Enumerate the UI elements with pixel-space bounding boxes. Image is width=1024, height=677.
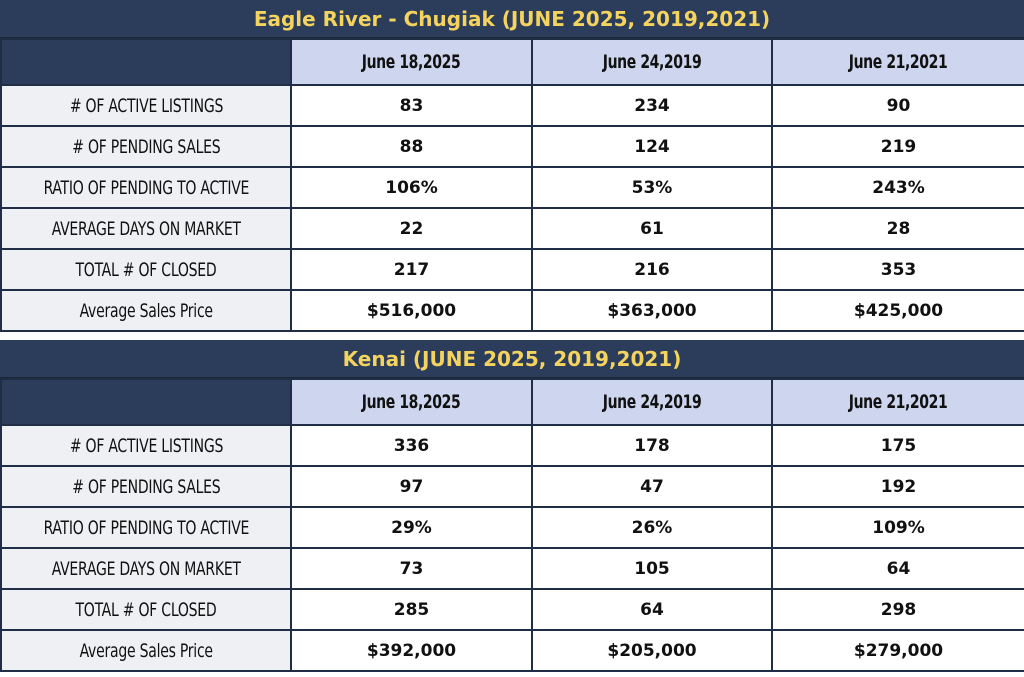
corner-cell [0, 378, 292, 426]
table-cell: 175 [771, 424, 1024, 467]
table-cell: 29% [290, 506, 533, 549]
row-label: AVERAGE DAYS ON MARKET [0, 547, 292, 590]
table-cell: 61 [531, 207, 773, 250]
table-row: TOTAL # OF CLOSED 285 64 298 [0, 588, 1024, 631]
table-cell: 73 [290, 547, 533, 590]
table-cell: 22 [290, 207, 533, 250]
table-row: AVERAGE DAYS ON MARKET 22 61 28 [0, 207, 1024, 250]
table-cell: 192 [771, 465, 1024, 508]
row-label: RATIO OF PENDING TO ACTIVE [0, 506, 292, 549]
table-row: # OF ACTIVE LISTINGS 336 178 175 [0, 424, 1024, 467]
row-label: # OF ACTIVE LISTINGS [0, 84, 292, 127]
table-cell: 53% [531, 166, 773, 209]
row-label: TOTAL # OF CLOSED [0, 588, 292, 631]
table-row: # OF ACTIVE LISTINGS 83 234 90 [0, 84, 1024, 127]
table-cell: 336 [290, 424, 533, 467]
stats-table: June 18,2025 June 24,2019 June 21,2021 #… [0, 38, 1024, 332]
column-header: June 21,2021 [771, 378, 1024, 426]
table-cell: $205,000 [531, 629, 773, 672]
table-row: # OF PENDING SALES 88 124 219 [0, 125, 1024, 168]
table-cell: 124 [531, 125, 773, 168]
row-label: Average Sales Price [0, 629, 292, 672]
kenai-table-block: Kenai (JUNE 2025, 2019,2021) June 18,202… [0, 340, 1024, 672]
table-cell: 178 [531, 424, 773, 467]
table-row: # OF PENDING SALES 97 47 192 [0, 465, 1024, 508]
table-cell: 106% [290, 166, 533, 209]
column-header: June 18,2025 [290, 38, 533, 86]
row-label: Average Sales Price [0, 289, 292, 332]
table-cell: 64 [771, 547, 1024, 590]
table-row: Average Sales Price $392,000 $205,000 $2… [0, 629, 1024, 672]
table-cell: 47 [531, 465, 773, 508]
table-cell: 353 [771, 248, 1024, 291]
table-cell: 243% [771, 166, 1024, 209]
table-row: AVERAGE DAYS ON MARKET 73 105 64 [0, 547, 1024, 590]
stats-table: June 18,2025 June 24,2019 June 21,2021 #… [0, 378, 1024, 672]
header-row: June 18,2025 June 24,2019 June 21,2021 [0, 378, 1024, 426]
eagle-river-table-block: Eagle River - Chugiak (JUNE 2025, 2019,2… [0, 0, 1024, 332]
table-cell: 28 [771, 207, 1024, 250]
table-cell: 88 [290, 125, 533, 168]
table-cell: 234 [531, 84, 773, 127]
row-label: RATIO OF PENDING TO ACTIVE [0, 166, 292, 209]
table-row: TOTAL # OF CLOSED 217 216 353 [0, 248, 1024, 291]
table-cell: 64 [531, 588, 773, 631]
row-label: # OF ACTIVE LISTINGS [0, 424, 292, 467]
table-title: Kenai (JUNE 2025, 2019,2021) [0, 340, 1024, 378]
table-cell: $516,000 [290, 289, 533, 332]
header-row: June 18,2025 June 24,2019 June 21,2021 [0, 38, 1024, 86]
table-row: RATIO OF PENDING TO ACTIVE 106% 53% 243% [0, 166, 1024, 209]
table-title: Eagle River - Chugiak (JUNE 2025, 2019,2… [0, 0, 1024, 38]
row-label: TOTAL # OF CLOSED [0, 248, 292, 291]
column-header: June 18,2025 [290, 378, 533, 426]
table-cell: 216 [531, 248, 773, 291]
row-label: AVERAGE DAYS ON MARKET [0, 207, 292, 250]
column-header: June 24,2019 [531, 38, 773, 86]
table-cell: $363,000 [531, 289, 773, 332]
table-cell: 97 [290, 465, 533, 508]
table-cell: 109% [771, 506, 1024, 549]
table-row: Average Sales Price $516,000 $363,000 $4… [0, 289, 1024, 332]
table-cell: $279,000 [771, 629, 1024, 672]
column-header: June 21,2021 [771, 38, 1024, 86]
row-label: # OF PENDING SALES [0, 465, 292, 508]
table-cell: 83 [290, 84, 533, 127]
table-cell: 90 [771, 84, 1024, 127]
table-cell: 285 [290, 588, 533, 631]
table-cell: $425,000 [771, 289, 1024, 332]
table-cell: $392,000 [290, 629, 533, 672]
table-cell: 219 [771, 125, 1024, 168]
table-row: RATIO OF PENDING TO ACTIVE 29% 26% 109% [0, 506, 1024, 549]
table-cell: 217 [290, 248, 533, 291]
table-cell: 298 [771, 588, 1024, 631]
row-label: # OF PENDING SALES [0, 125, 292, 168]
table-cell: 105 [531, 547, 773, 590]
column-header: June 24,2019 [531, 378, 773, 426]
corner-cell [0, 38, 292, 86]
table-cell: 26% [531, 506, 773, 549]
